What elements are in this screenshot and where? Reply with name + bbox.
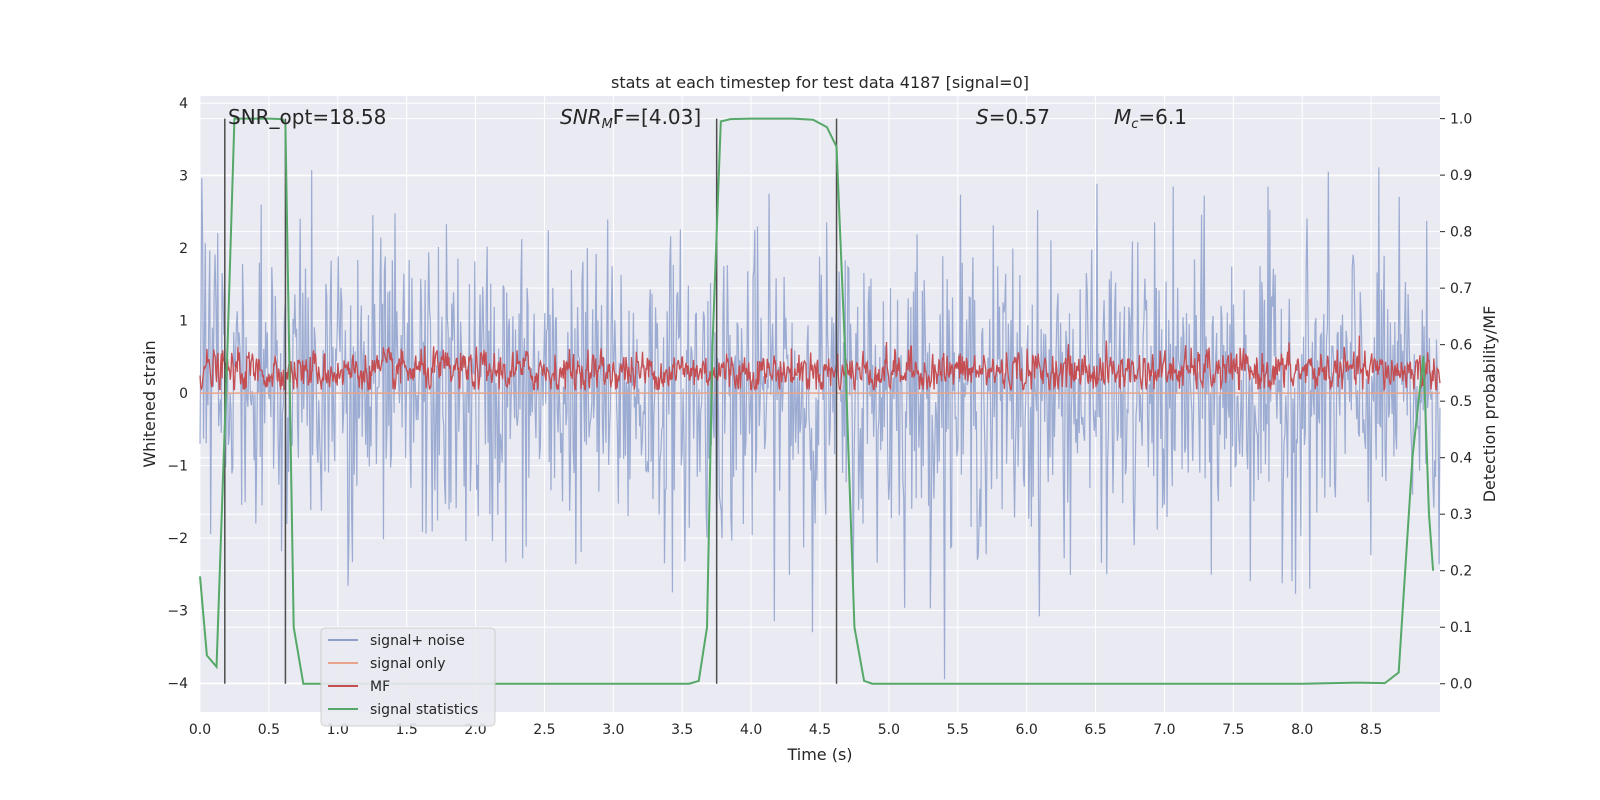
y-right-tick-label: 0.8 <box>1450 225 1472 241</box>
x-tick-label: 0.0 <box>189 722 211 738</box>
x-tick-label: 6.0 <box>1016 722 1038 738</box>
x-tick-label: 8.5 <box>1360 722 1382 738</box>
signal-statistics-series <box>199 117 1435 685</box>
legend-label-signal-noise: signal+ noise <box>370 633 465 649</box>
y-right-tick-label: 0.3 <box>1450 507 1472 523</box>
x-axis-label: Time (s) <box>786 745 852 764</box>
snr-mf-sub: M <box>602 117 613 132</box>
y-right-tick-label: 1.0 <box>1450 112 1472 128</box>
x-tick-label: 4.5 <box>809 722 831 738</box>
chart-title: stats at each timestep for test data 418… <box>611 73 1029 92</box>
x-tick-label: 3.0 <box>602 722 624 738</box>
y-right-tick-label: 0.6 <box>1450 338 1472 354</box>
x-tick-label: 6.5 <box>1084 722 1106 738</box>
legend-label-signal-statistics: signal statistics <box>370 702 478 718</box>
y-right-tick-label: 0.5 <box>1450 394 1472 410</box>
mf-series <box>199 335 1441 392</box>
y-right-tick-label: 0.7 <box>1450 281 1472 297</box>
x-tick-label: 5.5 <box>947 722 969 738</box>
y-left-tick-label: 1 <box>179 314 188 330</box>
y-right-tick-label: 0.4 <box>1450 451 1472 467</box>
mc-sub: c <box>1131 117 1138 132</box>
x-tick-label: 2.5 <box>533 722 555 738</box>
y-left-tick-labels: 4 3 2 1 0 −1 −2 −3 −4 <box>167 96 188 692</box>
x-tick-label: 7.5 <box>1222 722 1244 738</box>
annotation-snr-opt: SNR_opt=18.58 <box>228 105 386 129</box>
x-tick-label: 4.0 <box>740 722 762 738</box>
legend-box <box>320 627 496 727</box>
y-left-tick-label: −2 <box>167 531 188 547</box>
y-right-tick-label: 0.1 <box>1450 620 1472 636</box>
snr-mf-base: SNR <box>560 105 602 129</box>
y-left-tick-label: 3 <box>179 169 188 185</box>
snr-mf-rest: F=[4.03] <box>613 105 701 129</box>
x-tick-label: 8.0 <box>1291 722 1313 738</box>
signal-noise-series <box>199 167 1441 680</box>
annotation-snr-mf: SNRMF=[4.03] <box>560 105 701 132</box>
signal-statistics-line <box>199 117 1435 685</box>
y-right-tick-label: 0.0 <box>1450 677 1472 693</box>
mc-value: =6.1 <box>1138 105 1187 129</box>
y-left-tick-label: −4 <box>167 676 188 692</box>
y-left-tick-label: −1 <box>167 459 188 475</box>
legend-label-signal-only: signal only <box>370 656 445 672</box>
x-tick-label: 0.5 <box>258 722 280 738</box>
x-tick-label: 5.0 <box>878 722 900 738</box>
y-right-tick-label: 0.9 <box>1450 168 1472 184</box>
annotation-s: S=0.57 <box>976 105 1050 129</box>
y-right-tick-label: 0.2 <box>1450 564 1472 580</box>
y-left-axis-label: Whitened strain <box>140 340 159 467</box>
legend-label-mf: MF <box>370 679 390 695</box>
mf-line <box>199 335 1441 392</box>
x-tick-label: 7.0 <box>1153 722 1175 738</box>
y-right-axis-label: Detection probability/MF <box>1480 306 1499 503</box>
signal-noise-line <box>199 167 1441 680</box>
x-tick-label: 3.5 <box>671 722 693 738</box>
annotation-mc: Mc=6.1 <box>1114 105 1187 132</box>
legend: signal+ noise signal only MF signal stat… <box>320 627 496 727</box>
y-left-tick-label: 0 <box>179 386 188 402</box>
y-right-tick-labels: 1.0 0.9 0.8 0.7 0.6 0.5 0.4 0.3 0.2 0.1 0.0 <box>1440 112 1472 693</box>
y-left-tick-label: 4 <box>179 96 188 112</box>
y-left-tick-label: 2 <box>179 241 188 257</box>
y-left-tick-label: −3 <box>167 604 188 620</box>
s-value: =0.57 <box>989 105 1050 129</box>
s-base: S <box>976 105 989 129</box>
mc-base: M <box>1114 105 1131 129</box>
